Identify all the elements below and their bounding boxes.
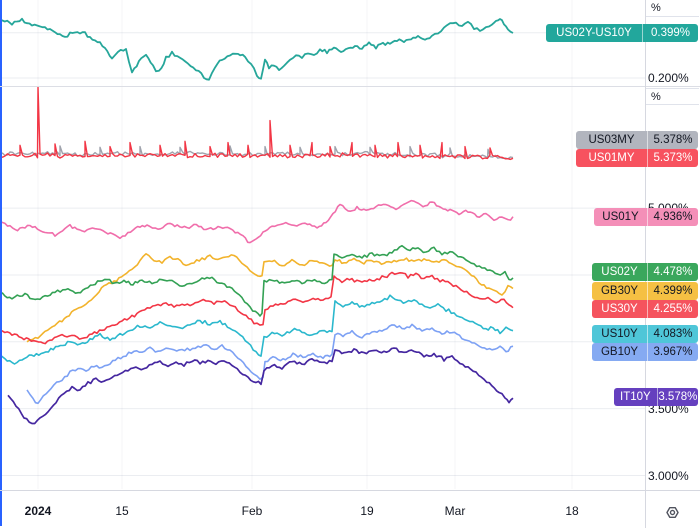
series-name: US02Y-US10Y <box>556 27 632 39</box>
series-value: 3.578% <box>656 388 698 406</box>
series-name: US01Y <box>602 211 639 223</box>
series-value: 3.967% <box>647 343 698 361</box>
price-label-us01y: US01Y 4.936% <box>594 208 698 226</box>
series-value: 5.378% <box>647 131 698 149</box>
series-name: US01MY <box>588 152 635 164</box>
series-value: 4.478% <box>647 263 698 281</box>
pane-divider[interactable] <box>0 86 700 87</box>
time-tick-2024: 2024 <box>24 504 52 518</box>
price-tick-3-000: 3.000% <box>648 469 689 483</box>
series-value: 0.399% <box>642 24 698 42</box>
series-name: US02Y <box>601 266 638 278</box>
price-label-us30y: US30Y 4.255% <box>592 300 698 318</box>
pane2-unit-button[interactable]: % <box>646 88 699 105</box>
series-line-it10y[interactable] <box>7 347 514 425</box>
series-line-us02y-us10y[interactable] <box>0 17 514 81</box>
time-tick-15: 15 <box>115 504 129 518</box>
series-value: 4.083% <box>647 325 698 343</box>
series-name: IT10Y <box>620 391 651 403</box>
series-line-us02y[interactable] <box>0 244 514 317</box>
series-name: US10Y <box>601 328 638 340</box>
price-tick-0-200: 0.200% <box>648 71 689 85</box>
series-line-gb30y[interactable] <box>26 253 514 343</box>
pane1-unit-button[interactable]: % <box>646 0 699 17</box>
price-label-gb30y: GB30Y 4.399% <box>592 282 698 300</box>
time-axis-border <box>0 490 700 491</box>
series-line-us01my[interactable] <box>0 87 514 161</box>
gear-icon[interactable] <box>664 504 681 521</box>
series-name: US30Y <box>601 303 638 315</box>
price-label-us02y: US02Y 4.478% <box>592 263 698 281</box>
time-tick-mar: Mar <box>444 504 466 518</box>
series-line-us10y[interactable] <box>0 294 514 365</box>
series-value: 5.373% <box>647 149 698 167</box>
price-label-it10y: IT10Y 3.578% <box>614 388 698 406</box>
price-label-us10y: US10Y 4.083% <box>592 325 698 343</box>
series-name: GB30Y <box>600 285 639 297</box>
series-line-gb10y[interactable] <box>26 323 514 405</box>
series-line-us30y[interactable] <box>0 271 514 345</box>
series-value: 4.936% <box>647 208 698 226</box>
price-label-us01my: US01MY 5.373% <box>576 149 698 167</box>
series-value: 4.255% <box>647 300 698 318</box>
range-start-marker-line <box>0 0 2 526</box>
price-label-us02y-us10y: US02Y-US10Y 0.399% <box>546 24 698 42</box>
series-line-us01y[interactable] <box>0 199 514 244</box>
price-label-us03my: US03MY 5.378% <box>576 131 698 149</box>
time-tick-feb: Feb <box>241 504 263 518</box>
time-tick-19: 19 <box>360 504 374 518</box>
series-value: 4.399% <box>647 282 698 300</box>
time-tick-18: 18 <box>565 504 579 518</box>
price-label-gb10y: GB10Y 3.967% <box>592 343 698 361</box>
series-name: GB10Y <box>600 346 639 358</box>
series-name: US03MY <box>588 134 635 146</box>
